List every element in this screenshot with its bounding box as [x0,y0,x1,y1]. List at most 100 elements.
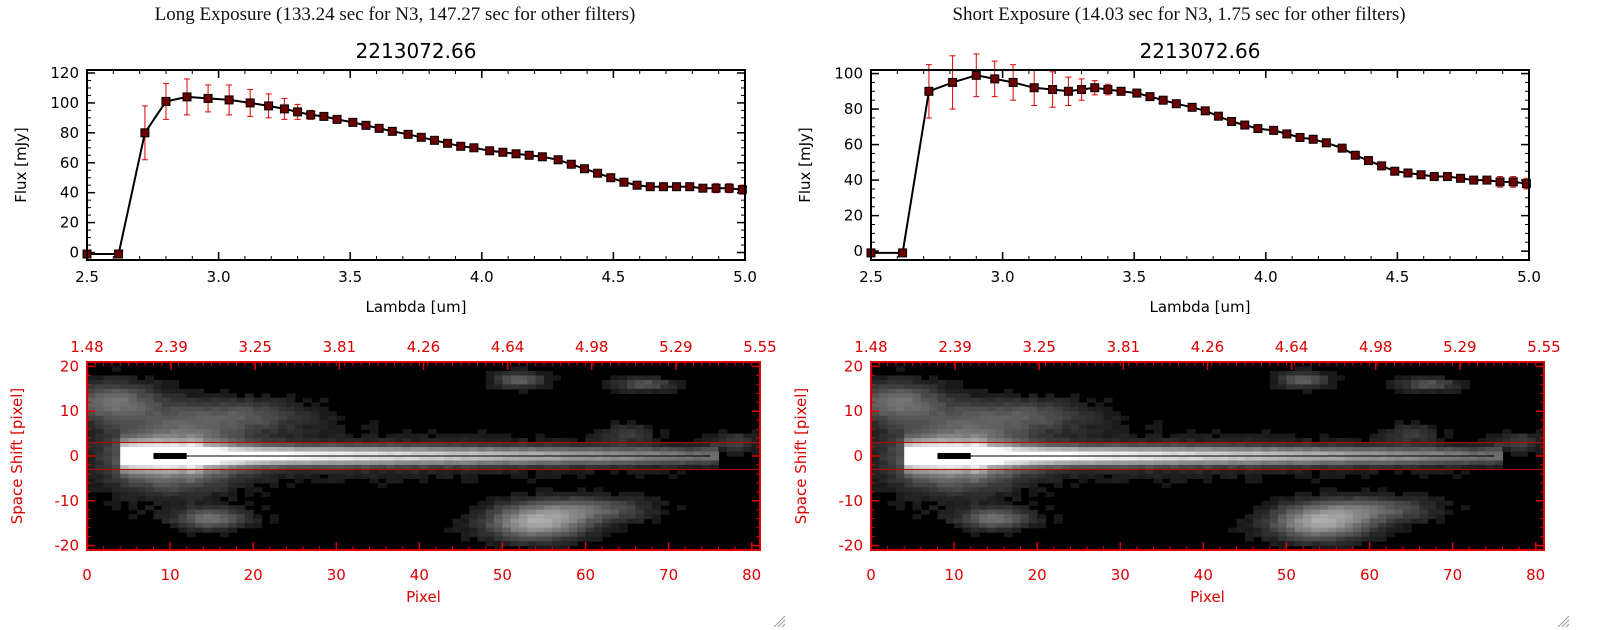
image-pixel [962,473,972,479]
image-pixel [543,500,553,506]
image-pixel [912,429,922,435]
image-pixel [1244,438,1254,444]
top-tick-label: 2.39 [938,338,971,356]
image-pixel [1028,491,1038,497]
image-pixel [519,384,528,390]
image-pixel [1128,438,1138,444]
image-pixel [145,456,155,462]
image-pixel [103,460,113,466]
image-pixel [1419,500,1429,506]
image-pixel [1361,442,1371,448]
image-pixel [1003,473,1013,479]
image-pixel [369,456,379,462]
data-point [1008,77,1018,87]
y-tick-label: 0 [69,447,79,465]
image-pixel [995,438,1005,444]
image-pixel [120,491,130,497]
image-pixel [344,460,354,466]
image-pixel [945,482,955,488]
image-pixel [269,411,279,417]
image-pixel [1037,415,1047,421]
image-pixel [718,442,728,448]
image-pixel [510,536,520,542]
image-pixel [120,433,130,439]
image-pixel [1435,460,1445,466]
image-pixel [278,447,288,453]
image-pixel [1394,469,1404,475]
image-pixel [303,473,312,479]
image-pixel [879,424,889,430]
image-pixel [1460,379,1470,385]
flux-series-line [87,95,743,255]
image-pixel [402,460,412,466]
image-pixel [261,393,271,399]
image-pixel [660,460,670,466]
image-pixel [627,424,636,430]
image-pixel [103,500,113,506]
image-pixel [510,532,520,538]
image-pixel [278,469,288,475]
image-pixel [444,460,454,466]
image-pixel [460,518,470,524]
image-pixel [651,379,661,385]
image-pixel [1452,442,1462,448]
resize-grip-icon[interactable] [772,614,786,628]
image-pixel [1460,447,1470,453]
image-pixel [161,411,171,417]
image-pixel [203,464,213,471]
image-pixel [987,496,997,502]
image-pixel [1244,469,1254,475]
image-pixel [128,514,138,520]
image-pixel [676,460,686,466]
image-pixel [1444,451,1454,457]
image-pixel [1078,460,1088,466]
image-pixel [87,393,96,399]
image-pixel [186,473,196,479]
image-pixel [1294,469,1304,475]
image-pixel [502,500,512,506]
image-pixel [1402,442,1412,448]
image-pixel [411,469,420,475]
image-pixel [979,509,988,515]
image-pixel [1028,429,1038,435]
data-point [498,147,508,157]
image-pixel [95,379,105,385]
image-pixel [1045,433,1055,439]
image-pixel [987,464,997,471]
image-pixel [269,473,279,479]
image-pixel [1028,411,1038,417]
image-pixel [1344,545,1354,551]
resize-grip-icon[interactable] [1556,614,1570,628]
image-pixel [1427,456,1437,462]
image-pixel [1020,420,1030,426]
image-pixel [236,505,246,511]
image-pixel [195,393,204,399]
image-pixel [178,527,188,533]
image-pixel [1311,509,1321,515]
image-pixel [261,438,271,444]
image-pixel [186,505,196,511]
image-pixel [627,456,636,462]
image-pixel [1253,514,1263,520]
image-pixel [743,447,753,453]
image-pixel [253,460,263,466]
image-pixel [871,429,880,435]
image-pixel [585,491,595,497]
image-pixel [1394,527,1404,533]
image-pixel [1394,433,1404,439]
image-pixel [294,424,304,430]
image-pixel [1045,473,1055,479]
image-pixel [236,451,246,457]
image-pixel [568,514,578,520]
data-point [361,120,371,130]
image-pixel [170,518,179,524]
image-pixel [327,451,337,457]
image-pixel [186,438,196,444]
image-pixel [128,505,138,511]
image-pixel [676,447,686,453]
image-pixel [1111,460,1121,466]
image-pixel [1294,438,1304,444]
image-pixel [195,514,204,520]
image-pixel [186,415,196,421]
image-pixel [386,460,396,466]
